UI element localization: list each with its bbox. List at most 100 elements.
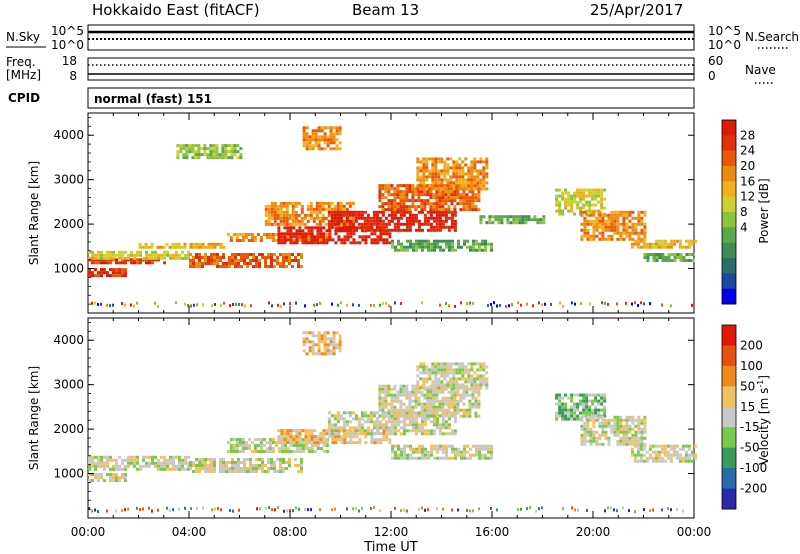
power-cell [439,303,441,307]
velocity-cell [452,380,456,384]
velocity-cell [592,421,596,425]
power-cell [384,225,388,229]
power-cell [474,208,478,212]
power-cell [351,210,355,214]
velocity-cell [417,426,421,430]
power-cell [127,256,130,260]
velocity-cell [231,461,234,464]
velocity-cell [393,429,397,433]
velocity-cell [136,458,139,462]
power-cell [336,219,340,223]
power-cell [305,132,309,136]
power-cell [246,253,249,256]
velocity-cell [450,414,454,418]
power-cell [298,226,302,230]
power-cell [283,235,287,239]
velocity-cell [267,461,270,464]
power-cell [601,228,605,232]
velocity-cell [148,506,150,510]
power-cell [268,236,272,239]
power-cell [477,190,481,194]
velocity-cell [451,444,454,448]
power-cell [479,172,483,176]
power-cell [237,259,240,262]
power-cell [414,228,418,232]
power-cell [594,209,598,213]
velocity-cell [619,439,623,443]
power-cell [414,213,418,217]
velocity-cell [396,408,400,412]
power-cell [591,188,595,192]
power-cell [240,265,243,268]
velocity-cell [482,383,486,387]
power-cell [416,157,420,161]
power-cell [425,160,429,164]
power-cell [467,181,471,185]
velocity-cell [322,450,326,453]
velocity-cell [148,455,151,459]
velocity-cell [313,444,317,447]
velocity-cell [381,417,385,421]
velocity-cell [210,458,213,461]
velocity-cell [622,439,626,443]
velocity-cell [387,393,391,397]
velocity-cell [329,337,333,341]
velocity-cell [625,436,629,440]
velocity-cell [249,470,252,473]
power-cell [106,256,109,260]
power-cell [435,222,439,226]
power-cell [188,147,192,151]
power-cell [316,235,320,239]
power-cell [270,262,273,265]
power-cell [204,259,207,262]
velocity-cell [100,458,103,462]
power-cell [273,210,277,214]
velocity-cell [415,447,418,451]
velocity-cell [666,456,670,460]
velocity-cell [603,414,607,418]
power-cell [339,222,343,226]
velocity-cell [330,426,334,430]
velocity-cell [334,441,338,445]
power-cell [112,271,115,275]
velocity-cell [469,447,472,451]
velocity-cell [411,408,415,412]
power-cell [279,204,283,208]
velocity-cell [295,432,299,436]
power-cell [475,248,478,252]
velocity-cell [283,509,285,513]
power-cell [411,190,415,194]
velocity-cell [393,384,397,388]
velocity-cell [425,377,429,381]
power-cell [637,219,641,223]
power-cell [372,216,376,220]
velocity-cell [261,467,264,470]
power-cell [607,213,611,217]
velocity-cell [616,424,620,428]
velocity-cell [112,473,115,477]
velocity-cell [601,415,605,419]
power-cell [422,166,426,170]
power-cell [230,153,234,157]
velocity-cell [423,414,427,418]
power-cell [437,175,441,179]
power-cell [316,229,320,233]
power-cell [579,194,583,198]
power-cell [420,228,424,232]
power-cell [270,207,274,211]
velocity-cell [219,461,222,464]
velocity-cell [97,461,100,465]
power-cell [379,232,383,236]
power-cell [241,239,245,242]
velocity-cell [393,420,397,424]
power-cell [216,256,219,259]
power-colorbar-tick: 12 [740,190,755,204]
power-cell [393,199,397,203]
power-cell [178,256,181,260]
power-cell [329,147,333,151]
power-cell [396,228,400,232]
velocity-cell [582,402,586,406]
velocity-colorbar-swatch [722,468,736,490]
power-cell [88,250,91,254]
power-cell [393,205,397,209]
